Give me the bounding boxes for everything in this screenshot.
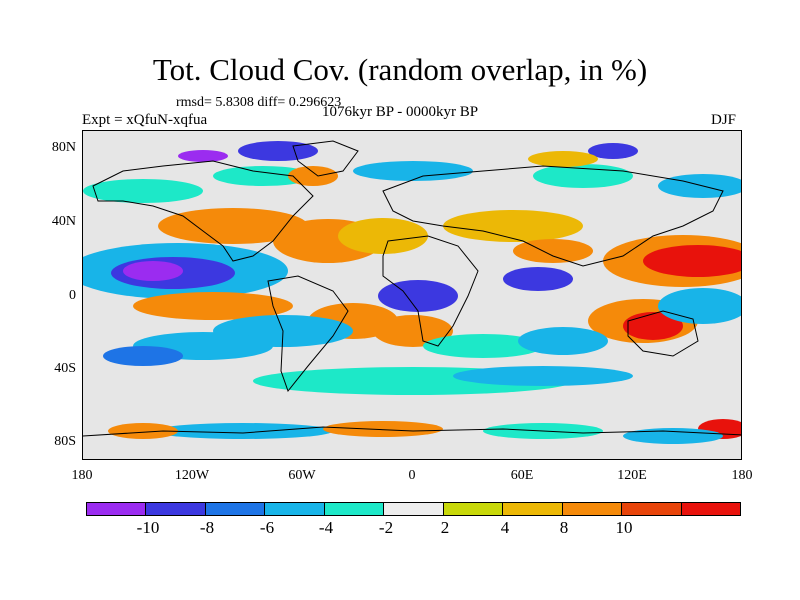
lat-label-80n: 80N bbox=[51, 140, 76, 155]
anomaly-patch bbox=[153, 423, 333, 439]
colorbar-swatch bbox=[145, 502, 206, 516]
colorbar-label: -8 bbox=[199, 518, 215, 537]
colorbar-swatch bbox=[561, 502, 623, 516]
anomaly-patch bbox=[443, 210, 583, 242]
anomaly-patch bbox=[288, 166, 338, 186]
anomaly-patch bbox=[238, 141, 318, 161]
coastline bbox=[292, 140, 359, 177]
lon-label-60e: 60E bbox=[510, 468, 534, 483]
colorbar-swatch bbox=[621, 502, 682, 516]
colorbar bbox=[86, 502, 741, 516]
anomaly-patch bbox=[338, 218, 428, 254]
colorbar-label: -2 bbox=[378, 518, 394, 537]
anomaly-patch bbox=[643, 245, 741, 277]
anomaly-patch bbox=[378, 280, 458, 312]
anomaly-patch bbox=[213, 166, 313, 186]
colorbar-label: -4 bbox=[318, 518, 334, 537]
anomaly-patch bbox=[533, 164, 633, 188]
coastline bbox=[382, 165, 724, 267]
coastline bbox=[83, 426, 741, 437]
anomaly-patch bbox=[453, 366, 633, 386]
map-title: Tot. Cloud Cov. (random overlap, in %) bbox=[152, 52, 648, 87]
period-label: 1076kyr BP - 0000kyr BP bbox=[322, 104, 479, 120]
anomaly-patch bbox=[353, 161, 473, 181]
lon-label-180e: 180 bbox=[731, 468, 753, 483]
colorbar-swatch bbox=[86, 502, 147, 516]
colorbar-label: 4 bbox=[500, 518, 510, 537]
anomaly-patch bbox=[528, 151, 598, 167]
lat-label-eq: 0 bbox=[69, 288, 76, 303]
anomaly-patch bbox=[423, 334, 543, 358]
coastline bbox=[267, 275, 349, 393]
anomaly-contours bbox=[83, 141, 741, 444]
anomaly-patch bbox=[108, 423, 178, 439]
season-label: DJF bbox=[711, 112, 737, 128]
colorbar-label: 2 bbox=[440, 518, 450, 537]
anomaly-patch bbox=[513, 239, 593, 263]
rmsd-diff-stats: rmsd= 5.8308 diff= 0.296623 bbox=[176, 95, 342, 110]
map-field bbox=[83, 131, 741, 459]
colorbar-swatch bbox=[383, 502, 444, 516]
anomaly-patch bbox=[373, 315, 453, 347]
coastline bbox=[382, 235, 479, 347]
lat-label-40n: 40N bbox=[51, 214, 76, 229]
experiment-label: Expt = xQfuN-xqfua bbox=[82, 112, 208, 128]
anomaly-patch bbox=[158, 208, 308, 244]
lon-label-0: 0 bbox=[408, 468, 416, 483]
colorbar-swatch bbox=[264, 502, 325, 516]
anomaly-patch bbox=[588, 143, 638, 159]
anomaly-patch bbox=[83, 179, 203, 203]
anomaly-patch bbox=[623, 312, 683, 340]
anomaly-patch bbox=[503, 267, 573, 291]
anomaly-patch bbox=[123, 261, 183, 281]
lat-label-40s: 40S bbox=[54, 361, 76, 376]
lat-label-80s: 80S bbox=[54, 434, 76, 449]
anomaly-patch bbox=[518, 327, 608, 355]
colorbar-swatch bbox=[323, 502, 385, 516]
coastline bbox=[627, 310, 699, 357]
colorbar-swatch bbox=[502, 502, 563, 516]
anomaly-patch bbox=[323, 421, 443, 437]
colorbar-label: -6 bbox=[259, 518, 275, 537]
coastline bbox=[92, 160, 314, 262]
anomaly-patch bbox=[133, 292, 293, 320]
colorbar-swatch bbox=[680, 502, 741, 516]
colorbar-label: 8 bbox=[559, 518, 569, 537]
lon-label-120e: 120E bbox=[617, 468, 647, 483]
lon-label-120w: 120W bbox=[174, 468, 210, 483]
colorbar-swatch bbox=[204, 502, 266, 516]
colorbar-label: 10 bbox=[615, 518, 633, 537]
colorbar-swatch bbox=[442, 502, 504, 516]
cloud-cover-anomaly-map bbox=[82, 130, 742, 460]
anomaly-patch bbox=[623, 428, 723, 444]
colorbar-label: -10 bbox=[136, 518, 160, 537]
anomaly-patch bbox=[178, 150, 228, 162]
coastlines bbox=[83, 140, 741, 437]
lon-label-180w: 180 bbox=[71, 468, 93, 483]
lon-label-60w: 60W bbox=[288, 468, 316, 483]
anomaly-patch bbox=[103, 346, 183, 366]
